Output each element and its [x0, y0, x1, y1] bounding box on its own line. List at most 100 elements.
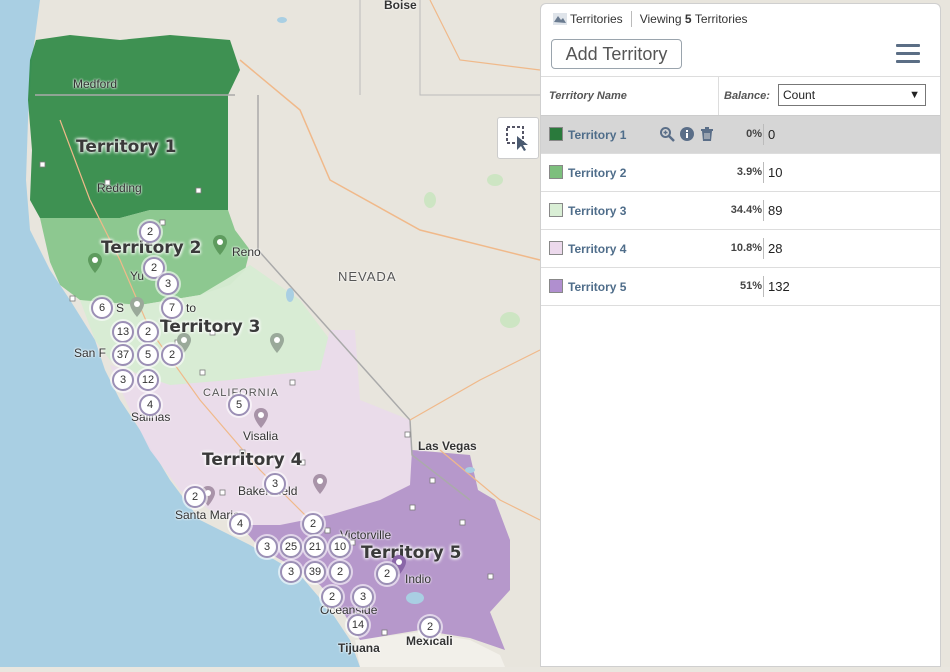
- balance-select-value: Count: [783, 88, 816, 102]
- viewing-suffix: Territories: [694, 12, 748, 26]
- territory-percent: 51%: [739, 280, 762, 292]
- territory-percent: 10.8%: [730, 242, 762, 254]
- trash-icon[interactable]: [699, 126, 715, 142]
- city-label: Redding: [97, 181, 142, 195]
- territory-name[interactable]: Territory 3: [568, 204, 627, 218]
- cluster-marker[interactable]: 12: [137, 369, 159, 391]
- cluster-marker[interactable]: 2: [302, 513, 324, 535]
- panel-title[interactable]: Territories: [570, 12, 623, 26]
- cluster-marker[interactable]: 39: [304, 561, 326, 583]
- cluster-marker[interactable]: 14: [347, 614, 369, 636]
- territory-color-swatch[interactable]: [549, 127, 563, 141]
- territory-count: 132: [768, 279, 790, 294]
- cluster-marker[interactable]: 5: [228, 394, 250, 416]
- territory-name[interactable]: Territory 5: [568, 280, 627, 294]
- col-territory-name: Territory Name: [549, 90, 627, 102]
- cluster-marker[interactable]: 2: [161, 344, 183, 366]
- cluster-marker[interactable]: 25: [280, 536, 302, 558]
- add-territory-button[interactable]: Add Territory: [551, 39, 682, 69]
- territory-count: 28: [768, 241, 783, 256]
- ocean: [0, 0, 360, 667]
- city-label: Santa Maria: [175, 508, 240, 522]
- city-label: Mexicali: [406, 634, 453, 648]
- zoom-in-icon[interactable]: [659, 126, 675, 142]
- map-pin-icon[interactable]: [213, 235, 227, 255]
- state-label: NEVADA: [338, 269, 397, 284]
- cluster-marker[interactable]: 37: [112, 344, 134, 366]
- territory-1-region: [28, 35, 240, 218]
- divider: [630, 11, 632, 27]
- cluster-marker[interactable]: 2: [184, 486, 206, 508]
- city-label: Boise: [384, 0, 417, 12]
- territory-2-label: Territory 2: [101, 238, 202, 258]
- lasso-select-button[interactable]: [497, 117, 539, 159]
- territory-color-swatch[interactable]: [549, 279, 563, 293]
- cluster-marker[interactable]: 21: [304, 536, 326, 558]
- table-header: Territory Name Balance: Count ▼: [541, 77, 940, 116]
- territory-5-region: [240, 450, 510, 650]
- city-label: Las Vegas: [418, 439, 477, 453]
- viewing-count: 5: [684, 12, 692, 26]
- cluster-marker[interactable]: 3: [280, 561, 302, 583]
- cluster-marker[interactable]: 2: [137, 321, 159, 343]
- territory-color-swatch[interactable]: [549, 241, 563, 255]
- panel-header: Territories Viewing 5 Territories: [541, 4, 940, 34]
- territory-2-region: [40, 210, 250, 305]
- city-label: Indio: [405, 572, 432, 586]
- map-pin-icon[interactable]: [313, 474, 327, 494]
- cluster-marker[interactable]: 13: [112, 321, 134, 343]
- balance-select[interactable]: Count ▼: [778, 84, 926, 106]
- territory-row[interactable]: Territory 4 10.8% 28: [541, 230, 940, 268]
- city-label: Reno: [232, 245, 261, 259]
- map-pin-icon[interactable]: [270, 333, 284, 353]
- city-label: Yu: [130, 269, 145, 283]
- territory-count: 89: [768, 203, 783, 218]
- territory-row[interactable]: Territory 2 3.9% 10: [541, 154, 940, 192]
- city-label: S: [116, 301, 125, 315]
- city-label: to: [186, 301, 197, 315]
- territory-name[interactable]: Territory 1: [568, 128, 627, 142]
- cluster-marker[interactable]: 4: [139, 394, 161, 416]
- cluster-marker[interactable]: 3: [256, 536, 278, 558]
- map-pin-icon[interactable]: [88, 253, 102, 273]
- territory-percent: 34.4%: [730, 204, 762, 216]
- territory-row[interactable]: Territory 5 51% 132: [541, 268, 940, 306]
- cluster-marker[interactable]: 5: [137, 344, 159, 366]
- cluster-marker[interactable]: 3: [264, 473, 286, 495]
- territory-row[interactable]: Territory 1 0% 0: [541, 116, 940, 154]
- city-label: Visalia: [243, 429, 279, 443]
- viewing-prefix: Viewing: [639, 12, 682, 26]
- col-balance: Balance:: [724, 90, 770, 102]
- city-label: Medford: [73, 77, 118, 91]
- territory-count: 10: [768, 165, 783, 180]
- info-icon[interactable]: [679, 126, 695, 142]
- territory-name[interactable]: Territory 2: [568, 166, 627, 180]
- map-pin-icon[interactable]: [254, 408, 268, 428]
- cluster-marker[interactable]: 3: [112, 369, 134, 391]
- hamburger-menu-icon[interactable]: [896, 44, 920, 64]
- lasso-select-icon: [506, 126, 528, 151]
- cluster-marker[interactable]: 2: [419, 616, 441, 638]
- territory-color-swatch[interactable]: [549, 165, 563, 179]
- cluster-marker[interactable]: 10: [329, 536, 351, 558]
- territory-color-swatch[interactable]: [549, 203, 563, 217]
- territory-5-label: Territory 5: [361, 543, 462, 563]
- cluster-marker[interactable]: 4: [229, 513, 251, 535]
- cluster-marker[interactable]: 7: [161, 297, 183, 319]
- cluster-marker[interactable]: 2: [376, 563, 398, 585]
- territory-name[interactable]: Territory 4: [568, 242, 627, 256]
- territory-4-label: Territory 4: [202, 450, 303, 470]
- map-pin-icon[interactable]: [130, 297, 144, 317]
- cluster-marker[interactable]: 2: [143, 257, 165, 279]
- cluster-marker[interactable]: 3: [352, 586, 374, 608]
- cluster-marker[interactable]: 6: [91, 297, 113, 319]
- cluster-marker[interactable]: 2: [321, 586, 343, 608]
- cluster-marker[interactable]: 3: [157, 273, 179, 295]
- state-label: CALIFORNIA: [203, 387, 280, 399]
- cluster-marker[interactable]: 2: [139, 221, 161, 243]
- territory-1-label: Territory 1: [76, 137, 177, 157]
- territory-percent: 0%: [746, 128, 762, 140]
- cluster-marker[interactable]: 2: [329, 561, 351, 583]
- territory-row[interactable]: Territory 3 34.4% 89: [541, 192, 940, 230]
- territories-icon: [553, 13, 567, 25]
